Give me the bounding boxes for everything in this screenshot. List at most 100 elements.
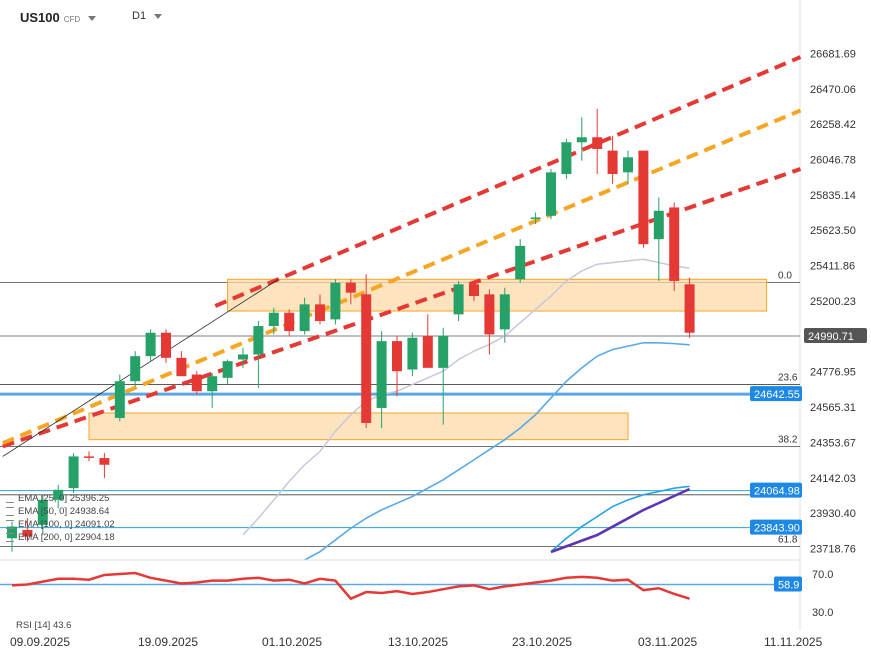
fib-level-label: 0.0 (778, 271, 792, 282)
price-tick-label: 26681.69 (810, 48, 856, 60)
candle-body (145, 332, 156, 357)
candle-body (669, 207, 680, 281)
time-tick-label: 09.09.2025 (10, 635, 70, 649)
legend-item[interactable]: EMA [100, 0] 24091.02 (6, 518, 115, 531)
candle-body (7, 526, 17, 539)
candle-body (22, 529, 33, 537)
menu-icon[interactable] (6, 519, 14, 529)
channel-upper-line (214, 55, 802, 308)
candle-body (638, 150, 649, 245)
legend-item[interactable]: EMA [25, 0] 25396.25 (6, 492, 115, 505)
level-badge-bg (750, 519, 802, 535)
price-tick-label: 23930.40 (810, 508, 856, 520)
candle-body (530, 217, 541, 219)
candle-body (376, 341, 387, 408)
candle-body (653, 210, 664, 240)
candle-body (68, 456, 79, 489)
candle-body (130, 356, 141, 382)
candle-body (37, 499, 48, 525)
rsi-legend: RSI [14] 43.6 (16, 620, 72, 631)
time-tick-label: 23.10.2025 (512, 635, 572, 649)
candle-body (315, 304, 325, 322)
legend-item[interactable]: EMA [200, 0] 22904.18 (6, 531, 115, 544)
price-tick-label: 23718.76 (810, 544, 856, 556)
channel-lower-line (2, 167, 802, 449)
current-price-badge-bg (804, 327, 867, 343)
price-tick-label: 26046.78 (810, 155, 856, 167)
price-tick-label: 26258.42 (810, 119, 856, 131)
candle-body (284, 312, 295, 332)
candle-body (114, 381, 125, 418)
rsi-tick-label: 70.0 (812, 569, 833, 581)
legend-ema200: EMA [200, 0] 22904.18 (18, 532, 115, 543)
time-tick-label: 11.11.2025 (764, 635, 823, 649)
price-tick-label: 24776.95 (810, 367, 856, 379)
price-tick-label: 24142.03 (810, 473, 856, 485)
price-tick-label: 24353.67 (810, 437, 856, 449)
symbol-tag: CFD (63, 15, 81, 24)
time-tick-label: 03.11.2025 (638, 635, 697, 649)
ema200-badge-bg (750, 482, 802, 498)
candle-body (238, 354, 248, 360)
menu-icon[interactable] (6, 506, 14, 516)
fib-level-label: 38.2 (778, 434, 798, 445)
ema-line (242, 258, 690, 536)
candle-body (253, 326, 264, 355)
timeframe-selector[interactable]: D1 (132, 10, 163, 22)
price-tick-label: 25200.23 (810, 296, 856, 308)
candle-body (222, 361, 233, 378)
candle-body (623, 157, 633, 173)
candle-body (684, 284, 695, 333)
candle-body (546, 172, 556, 216)
price-tick-label: 24565.31 (810, 402, 856, 414)
legend-item[interactable]: EMA [50, 0] 24938.64 (6, 505, 115, 518)
fib-level-label: 23.6 (778, 373, 798, 384)
menu-icon[interactable] (6, 532, 14, 542)
candle-body (469, 284, 479, 296)
rsi-tick-label: 30.0 (812, 607, 833, 619)
symbol-name: US100 (20, 10, 60, 25)
ema200-badge: 24064.98 (754, 486, 800, 498)
candle-body (561, 142, 572, 175)
candle-body (330, 282, 341, 320)
candle-body (299, 304, 310, 332)
indicator-legend: EMA [25, 0] 25396.25 EMA [50, 0] 24938.6… (6, 492, 115, 544)
candle-body (607, 150, 618, 175)
candle-body (592, 137, 603, 149)
ema200-line (550, 487, 691, 554)
time-tick-label: 19.09.2025 (138, 635, 198, 649)
menu-icon[interactable] (6, 493, 14, 503)
price-tick-label: 25411.86 (810, 261, 855, 273)
candle-body (422, 336, 433, 368)
candle-body (438, 336, 449, 368)
rsi-badge-bg (774, 576, 802, 592)
channel-mid-line (1, 108, 802, 445)
symbol-selector[interactable]: US100 CFD (20, 10, 97, 25)
candle-body (191, 374, 202, 392)
candle-body (453, 284, 464, 315)
chevron-down-icon[interactable] (154, 13, 163, 19)
price-tick-label: 25623.50 (810, 225, 856, 237)
candle-body (161, 332, 171, 358)
candle-body (484, 294, 495, 335)
chevron-down-icon[interactable] (88, 16, 97, 22)
level-badge: 23843.90 (754, 523, 800, 535)
candle-body (345, 282, 356, 293)
time-tick-label: 01.10.2025 (262, 635, 322, 649)
ema-line (550, 485, 690, 553)
price-tick-label: 26470.06 (810, 84, 856, 96)
candle-body (576, 137, 587, 143)
current-price-badge: 24990.71 (808, 331, 854, 343)
candle-body (268, 312, 279, 327)
candle-body (99, 458, 110, 465)
candle-body (207, 376, 218, 392)
time-tick-label: 13.10.2025 (388, 635, 448, 649)
candle-body (176, 357, 187, 377)
ema100-badge-bg (750, 386, 802, 402)
timeframe-label: D1 (132, 10, 147, 22)
candle-body (515, 245, 526, 280)
ema100-badge: 24642.55 (754, 389, 800, 401)
candle-body (53, 489, 64, 500)
candle-body (84, 456, 94, 458)
